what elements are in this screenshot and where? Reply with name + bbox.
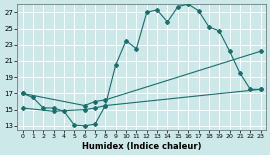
X-axis label: Humidex (Indice chaleur): Humidex (Indice chaleur)	[82, 142, 201, 151]
